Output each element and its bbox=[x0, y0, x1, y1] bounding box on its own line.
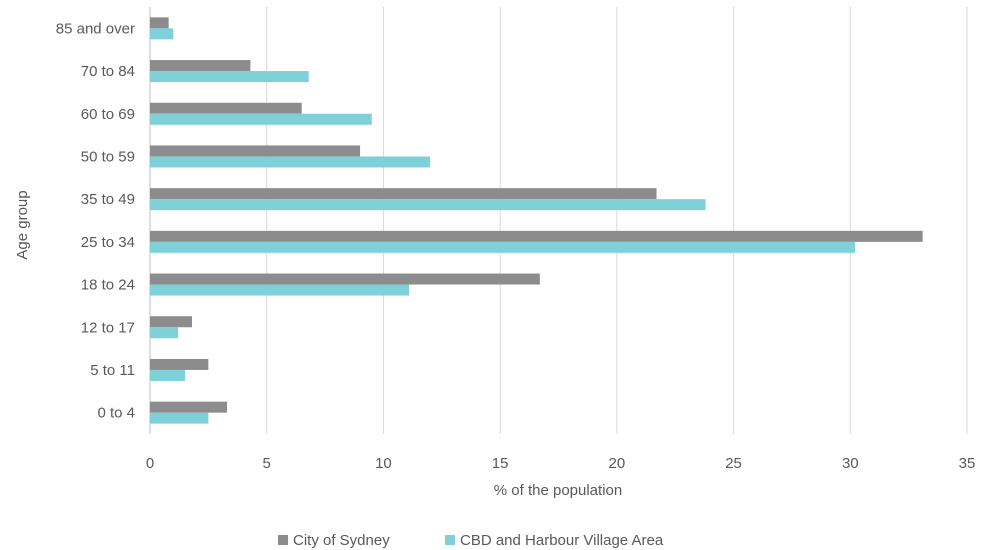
bar-cbd-harbour-village bbox=[150, 327, 179, 339]
x-tick-label: 15 bbox=[492, 455, 509, 472]
bar-cbd-harbour-village bbox=[150, 284, 410, 296]
y-axis-title: Age group bbox=[14, 190, 31, 259]
y-category-label: 5 to 11 bbox=[90, 362, 135, 379]
y-category-label: 25 to 34 bbox=[81, 234, 135, 251]
x-tick-label: 10 bbox=[375, 455, 392, 472]
legend-label: City of Sydney bbox=[293, 532, 390, 549]
legend-swatch bbox=[445, 535, 455, 545]
y-category-label: 60 to 69 bbox=[81, 106, 135, 123]
legend-label: CBD and Harbour Village Area bbox=[460, 532, 664, 549]
y-category-label: 12 to 17 bbox=[81, 319, 135, 336]
y-category-label: 35 to 49 bbox=[81, 191, 135, 208]
legend: City of Sydney CBD and Harbour Village Ar… bbox=[278, 532, 664, 549]
x-axis-title: % of the population bbox=[494, 482, 622, 499]
y-category-label: 0 to 4 bbox=[97, 405, 135, 422]
bar-city-of-sydney bbox=[150, 17, 169, 29]
x-tick-label: 30 bbox=[842, 455, 859, 472]
bar-cbd-harbour-village bbox=[150, 369, 186, 381]
bar-city-of-sydney bbox=[150, 188, 657, 200]
y-category-label: 70 to 84 bbox=[81, 63, 135, 80]
y-category-label: 18 to 24 bbox=[81, 277, 135, 294]
x-tick-label: 5 bbox=[263, 455, 271, 472]
bar-cbd-harbour-village bbox=[150, 156, 431, 168]
bar-cbd-harbour-village bbox=[150, 71, 309, 83]
bar-city-of-sydney bbox=[150, 401, 228, 413]
y-category-label: 50 to 59 bbox=[81, 148, 135, 165]
x-tick-label: 35 bbox=[959, 455, 976, 472]
bar-city-of-sydney bbox=[150, 145, 361, 157]
y-axis-categories: 85 and over 70 to 84 60 to 69 50 to 59 35 to… bbox=[56, 20, 135, 421]
bar-cbd-harbour-village bbox=[150, 412, 209, 424]
x-axis-ticks: 0 5 10 15 20 25 30 35 bbox=[146, 455, 976, 472]
bar-cbd-harbour-village bbox=[150, 241, 855, 253]
bar-cbd-harbour-village bbox=[150, 199, 706, 211]
bar-city-of-sydney bbox=[150, 102, 302, 114]
bars bbox=[150, 17, 923, 424]
bar-city-of-sydney bbox=[150, 230, 923, 242]
bar-city-of-sydney bbox=[150, 316, 193, 328]
bar-city-of-sydney bbox=[150, 358, 209, 370]
x-tick-label: 25 bbox=[725, 455, 742, 472]
x-tick-label: 0 bbox=[146, 455, 154, 472]
y-category-label: 85 and over bbox=[56, 20, 135, 37]
bar-cbd-harbour-village bbox=[150, 113, 372, 125]
bar-city-of-sydney bbox=[150, 273, 540, 285]
bar-city-of-sydney bbox=[150, 60, 251, 72]
legend-swatch bbox=[278, 535, 288, 545]
x-tick-label: 20 bbox=[609, 455, 626, 472]
bar-cbd-harbour-village bbox=[150, 28, 174, 40]
